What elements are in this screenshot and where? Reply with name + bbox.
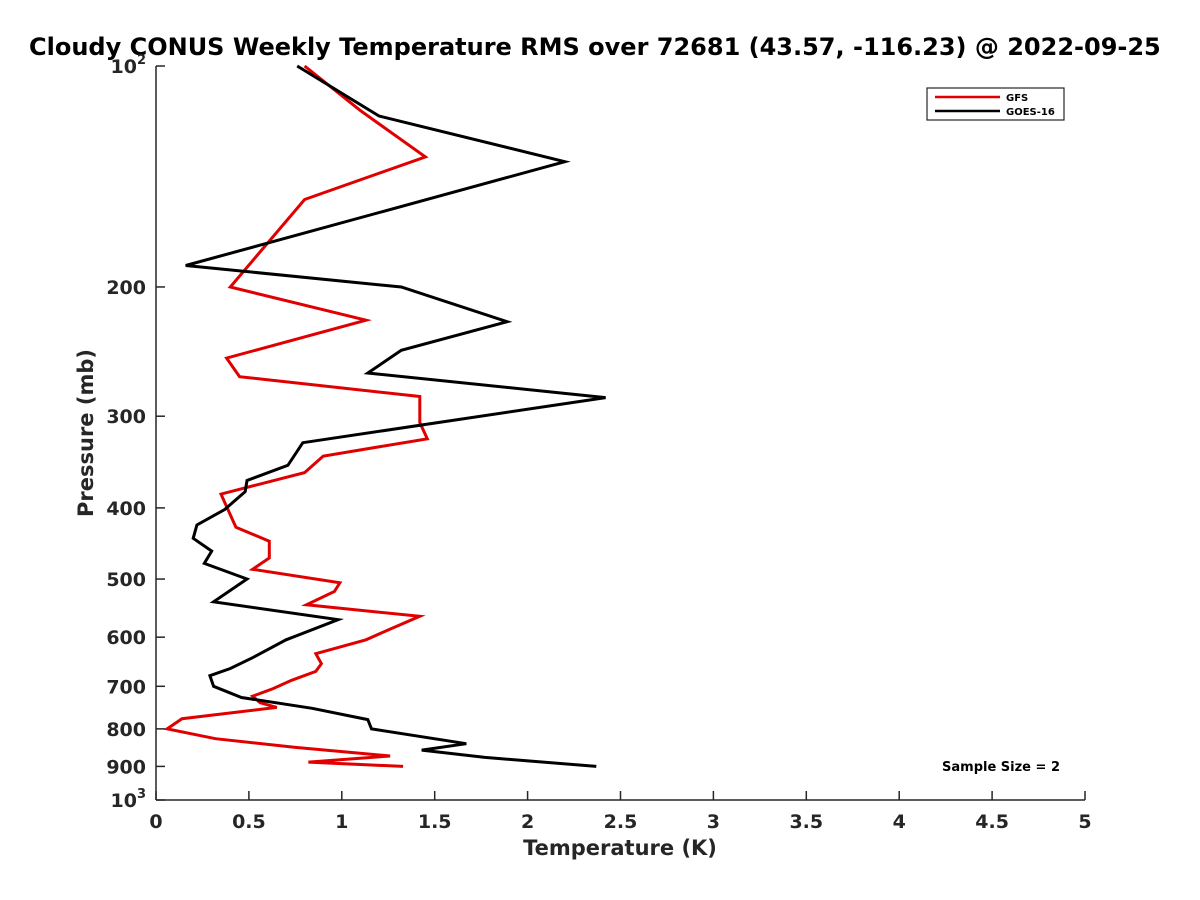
x-tick-label: 2.5 [604, 811, 638, 833]
legend-label-goes16: GOES-16 [1006, 107, 1055, 118]
y-tick-label: 300 [106, 406, 146, 428]
y-axis-label: Pressure (mb) [74, 349, 98, 517]
x-tick-label: 1.5 [418, 811, 452, 833]
y-tick-label: 900 [106, 756, 146, 778]
y-tick-label: 500 [106, 569, 146, 591]
y-tick-label: 103 [111, 787, 147, 812]
y-tick-label: 400 [106, 498, 146, 520]
x-tick-label: 5 [1078, 811, 1091, 833]
y-tick-label: 200 [106, 277, 146, 299]
legend-box [926, 87, 1065, 121]
y-tick-label: 800 [106, 719, 146, 741]
series-lines [163, 64, 606, 768]
y-tick-label-exponent: 3 [137, 787, 146, 802]
x-tick-label: 3.5 [789, 811, 823, 833]
chart-title: Cloudy CONUS Weekly Temperature RMS over… [29, 33, 1161, 61]
x-tick-label: 1 [335, 811, 348, 833]
y-tick-label-base: 10 [111, 56, 137, 78]
x-axis-label: Temperature (K) [523, 836, 717, 860]
y-tick-label: 700 [106, 676, 146, 698]
x-tick-label: 3 [707, 811, 720, 833]
y-tick-label: 102 [111, 53, 147, 78]
x-ticks: 0 0.5 1 1.5 2 2.5 3 3.5 4 4.5 5 [149, 791, 1092, 833]
x-tick-label: 0 [149, 811, 162, 833]
y-tick-label-exponent: 2 [137, 53, 146, 68]
x-tick-label: 4.5 [975, 811, 1009, 833]
y-tick-label: 600 [106, 627, 146, 649]
legend: GFS GOES-16 [926, 87, 1065, 121]
y-tick-label-base: 10 [111, 790, 137, 812]
legend-label-gfs: GFS [1006, 93, 1028, 104]
x-tick-label: 4 [893, 811, 906, 833]
x-tick-label: 0.5 [232, 811, 266, 833]
x-tick-label: 2 [521, 811, 534, 833]
axes [155, 66, 1085, 801]
series-line-gfs [163, 64, 430, 768]
series-line-goes16 [185, 64, 606, 768]
sample-size-annotation: Sample Size = 2 [942, 760, 1060, 775]
